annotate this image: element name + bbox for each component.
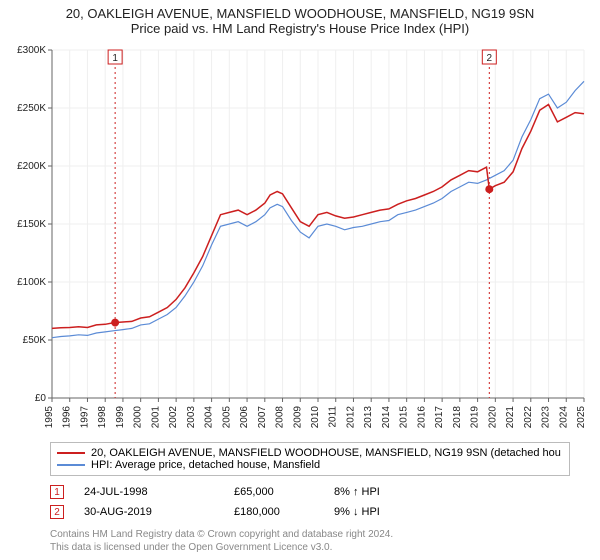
cell-pct: 9% ↓ HPI	[334, 506, 570, 518]
svg-text:2004: 2004	[204, 406, 215, 429]
svg-text:2014: 2014	[381, 406, 392, 429]
legend-label-hpi: HPI: Average price, detached house, Mans…	[91, 459, 320, 471]
svg-text:1997: 1997	[79, 406, 90, 429]
chart-svg: £0 £50K £100K £150K £200K £250K £300K 1995 1996 1…	[10, 44, 590, 436]
svg-text:1995: 1995	[44, 406, 55, 429]
svg-text:2002: 2002	[168, 406, 179, 429]
svg-text:1999: 1999	[115, 406, 126, 429]
svg-text:1996: 1996	[62, 406, 73, 429]
svg-text:1998: 1998	[97, 406, 108, 429]
legend-item-property: 20, OAKLEIGH AVENUE, MANSFIELD WOODHOUSE…	[57, 447, 563, 459]
svg-text:2011: 2011	[328, 406, 339, 428]
marker-box-2: 2	[50, 505, 64, 519]
cell-pct: 8% ↑ HPI	[334, 486, 570, 498]
svg-text:2020: 2020	[487, 406, 498, 429]
svg-text:1: 1	[112, 53, 118, 64]
svg-text:£150K: £150K	[17, 219, 46, 230]
svg-text:2023: 2023	[541, 406, 552, 429]
svg-text:£300K: £300K	[17, 45, 46, 56]
svg-text:2019: 2019	[470, 406, 481, 429]
svg-text:2000: 2000	[133, 406, 144, 429]
cell-date: 24-JUL-1998	[84, 486, 234, 498]
svg-text:2001: 2001	[150, 406, 161, 429]
legend: 20, OAKLEIGH AVENUE, MANSFIELD WOODHOUSE…	[50, 442, 570, 476]
marker-label: 2	[54, 507, 60, 518]
cell-date: 30-AUG-2019	[84, 506, 234, 518]
footer-line1: Contains HM Land Registry data © Crown c…	[50, 528, 570, 541]
svg-text:2006: 2006	[239, 406, 250, 429]
footer: Contains HM Land Registry data © Crown c…	[50, 528, 570, 554]
svg-text:2008: 2008	[275, 406, 286, 429]
cell-price: £180,000	[234, 506, 334, 518]
svg-text:£100K: £100K	[17, 277, 46, 288]
svg-text:2013: 2013	[363, 406, 374, 429]
svg-text:2007: 2007	[257, 406, 268, 429]
svg-text:2021: 2021	[505, 406, 516, 429]
title-line2: Price paid vs. HM Land Registry's House …	[10, 21, 590, 36]
legend-swatch-property	[57, 452, 85, 454]
svg-text:£50K: £50K	[23, 335, 47, 346]
legend-item-hpi: HPI: Average price, detached house, Mans…	[57, 459, 563, 471]
title-area: 20, OAKLEIGH AVENUE, MANSFIELD WOODHOUSE…	[0, 0, 600, 40]
svg-text:2003: 2003	[186, 406, 197, 429]
legend-swatch-hpi	[57, 464, 85, 466]
svg-text:2022: 2022	[523, 406, 534, 429]
chart-area: £0 £50K £100K £150K £200K £250K £300K 1995 1996 1…	[10, 44, 590, 436]
title-line1: 20, OAKLEIGH AVENUE, MANSFIELD WOODHOUSE…	[10, 6, 590, 21]
cell-price: £65,000	[234, 486, 334, 498]
svg-text:2010: 2010	[310, 406, 321, 429]
svg-text:£250K: £250K	[17, 103, 46, 114]
table-row: 2 30-AUG-2019 £180,000 9% ↓ HPI	[50, 502, 570, 522]
svg-text:2017: 2017	[434, 406, 445, 429]
svg-text:£0: £0	[35, 393, 47, 404]
svg-text:2009: 2009	[292, 406, 303, 429]
svg-text:£200K: £200K	[17, 161, 46, 172]
marker-label: 1	[54, 487, 60, 498]
footer-line2: This data is licensed under the Open Gov…	[50, 541, 570, 554]
svg-text:2015: 2015	[399, 406, 410, 429]
legend-label-property: 20, OAKLEIGH AVENUE, MANSFIELD WOODHOUSE…	[91, 447, 561, 459]
svg-text:2024: 2024	[558, 406, 569, 429]
svg-text:2016: 2016	[416, 406, 427, 429]
svg-text:2018: 2018	[452, 406, 463, 429]
svg-text:2: 2	[487, 53, 493, 64]
svg-text:2025: 2025	[576, 406, 587, 429]
svg-text:2005: 2005	[221, 406, 232, 429]
transactions-table: 1 24-JUL-1998 £65,000 8% ↑ HPI 2 30-AUG-…	[50, 482, 570, 522]
svg-text:2012: 2012	[345, 406, 356, 429]
marker-box-1: 1	[50, 485, 64, 499]
table-row: 1 24-JUL-1998 £65,000 8% ↑ HPI	[50, 482, 570, 502]
